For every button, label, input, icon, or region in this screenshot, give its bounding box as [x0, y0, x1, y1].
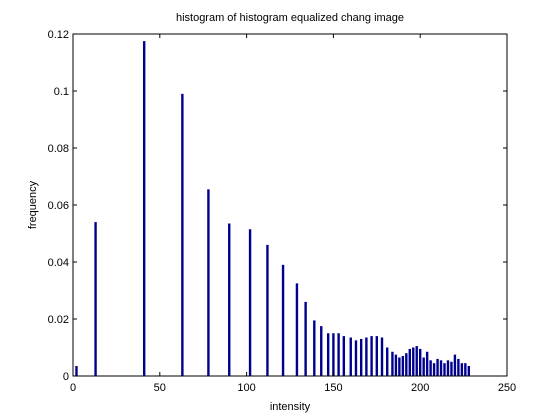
x-tick-label: 0	[70, 382, 76, 394]
histogram-bar	[422, 357, 425, 376]
histogram-bar	[337, 333, 340, 376]
histogram-bar	[365, 337, 368, 376]
histogram-bar	[266, 244, 269, 376]
y-tick-label: 0.04	[48, 257, 69, 269]
histogram-bar	[450, 361, 453, 376]
histogram-bar	[467, 366, 471, 376]
histogram-bar	[464, 363, 467, 376]
histogram-bar	[181, 93, 184, 376]
histogram-bar	[412, 347, 415, 376]
histogram-bar	[419, 348, 422, 376]
histogram-bar	[436, 358, 439, 376]
histogram-bar	[429, 360, 432, 376]
histogram-bar	[386, 347, 389, 376]
x-tick-label: 50	[154, 382, 166, 394]
histogram-bar	[453, 354, 457, 377]
histogram-bar	[425, 351, 429, 376]
histogram-bar	[415, 346, 418, 376]
y-axis-label: frequency	[27, 180, 39, 229]
x-tick-label: 100	[237, 382, 255, 394]
histogram-bar	[398, 357, 401, 376]
histogram-bar	[207, 189, 210, 376]
x-tick-label: 200	[411, 382, 429, 394]
histogram-bar	[375, 336, 378, 376]
histogram-bar	[281, 264, 285, 376]
histogram-bar	[228, 223, 231, 376]
y-tick-label: 0.1	[54, 86, 69, 98]
x-axis: 0 50 100 150 200 250	[70, 34, 516, 394]
histogram-bar	[248, 229, 252, 376]
histogram-bar	[391, 351, 394, 376]
histogram-bar	[457, 358, 460, 376]
histogram-bar	[370, 336, 373, 376]
histogram-bar	[304, 301, 307, 376]
x-tick-label: 250	[498, 382, 516, 394]
y-tick-label: 0.08	[48, 143, 69, 155]
histogram-bar	[408, 348, 411, 376]
y-tick-label: 0.02	[48, 314, 69, 326]
histogram-bar	[405, 353, 408, 376]
histogram-bar	[439, 360, 443, 376]
histogram-bar	[142, 41, 146, 377]
histogram-bar	[75, 366, 78, 376]
histogram-bar	[359, 338, 363, 376]
histogram-bar	[394, 354, 398, 377]
y-tick-label: 0.06	[48, 200, 69, 212]
x-tick-label: 150	[324, 382, 342, 394]
histogram-bar	[354, 340, 358, 377]
x-axis-label: intensity	[270, 401, 311, 413]
histogram-bar	[401, 356, 405, 376]
y-axis: 0 0.02 0.04 0.06 0.08 0.1 0.12	[48, 29, 507, 383]
histogram-bar	[446, 360, 450, 376]
histogram-bar	[94, 222, 97, 376]
histogram-bar	[460, 363, 464, 376]
histogram-bar	[332, 333, 335, 376]
histogram-bar	[443, 363, 446, 376]
histogram-bar	[380, 337, 384, 376]
y-tick-label: 0	[63, 371, 69, 383]
histogram-bar	[313, 320, 316, 376]
histogram-bar	[349, 337, 352, 376]
histogram-bar	[326, 333, 330, 376]
plot-frame	[72, 33, 508, 377]
bars-group	[75, 41, 471, 377]
chart-title: histogram of histogram equalized chang i…	[176, 12, 404, 24]
histogram-bar	[295, 283, 299, 377]
histogram-bar	[432, 363, 436, 376]
histogram-bar	[342, 336, 346, 376]
y-tick-label: 0.12	[48, 29, 69, 41]
histogram-bar	[320, 326, 323, 377]
